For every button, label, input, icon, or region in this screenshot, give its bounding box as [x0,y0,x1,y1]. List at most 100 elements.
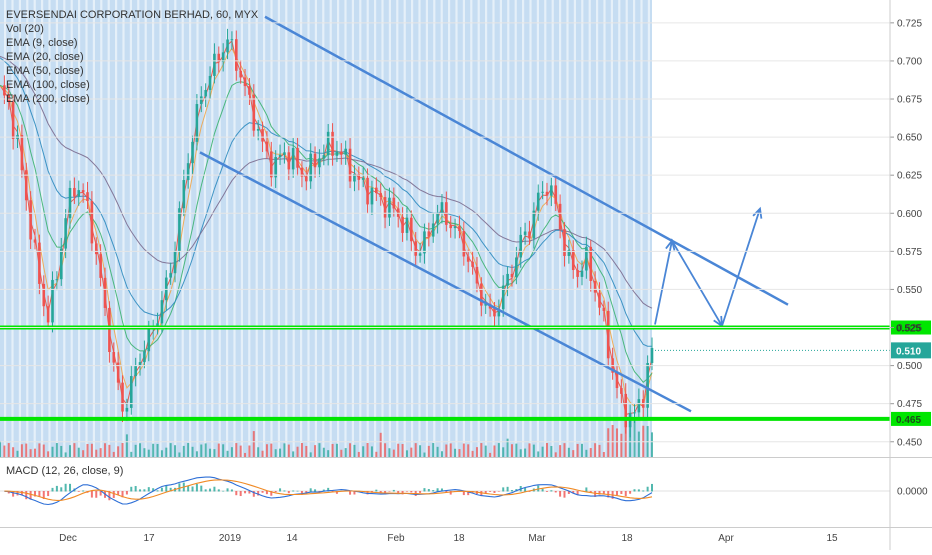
candle-body [331,131,334,156]
candle-body [366,177,369,205]
session-band [603,0,606,457]
y-tick-label: 0.700 [897,56,922,67]
candle [379,183,382,206]
macd-histogram-bar [283,490,286,492]
candle-body [208,75,212,90]
macd-histogram-bar [550,490,553,492]
candle [108,301,111,363]
volume-bar [375,451,378,457]
candle [24,162,28,211]
candle [375,177,378,201]
volume-bar [147,449,150,457]
candle-body [42,283,46,307]
macd-histogram-bar [191,486,194,492]
volume-bar [265,444,268,457]
candle-body [46,306,50,323]
candle-body [637,399,641,413]
candle [208,66,212,99]
candle [230,31,234,50]
candle-body [51,279,54,323]
volume-bar [125,434,128,457]
macd-histogram-bar [427,489,430,492]
volume-bar [287,444,290,457]
session-band [300,0,303,457]
volume-bar [414,443,417,457]
candle [550,177,553,207]
session-band [640,0,643,457]
volume-bar [283,443,286,457]
volume-bar [550,446,553,457]
volume-bar [563,443,566,457]
macd-histogram-bar [12,491,15,497]
x-tick-label: Apr [718,533,734,544]
candle [563,222,566,267]
volume-bar [633,418,636,457]
candle [55,271,59,291]
macd-histogram-bar [235,491,238,496]
macd-histogram-bar [651,483,653,492]
macd-histogram-bar [204,489,207,492]
candle [602,300,606,322]
macd-histogram-bar [64,483,67,492]
volume-bar [445,444,448,457]
macd-histogram-bar [322,489,325,492]
candle [138,353,142,376]
volume-bar [475,447,478,457]
session-band [396,0,399,457]
macd-histogram-bar [139,489,142,492]
volume-bar [554,452,557,457]
candle [90,191,94,252]
support-tag-2 [891,411,931,426]
candle [121,375,124,423]
candle [239,60,242,84]
macd-histogram-bar [7,491,10,494]
volume-bar [55,443,58,457]
volume-bar [576,443,579,457]
candle-body [138,362,142,366]
macd-histogram-bar [121,491,124,498]
session-band [536,0,539,457]
macd-histogram-bar [226,488,229,492]
macd-histogram-bar [440,488,443,492]
volume-bar [7,443,10,457]
volume-bar [90,443,93,457]
macd-histogram-bar [77,491,80,492]
session-band [566,0,569,457]
candle [77,180,81,206]
session-band [152,0,155,457]
candle [589,240,593,292]
volume-bar [16,450,19,457]
ema-200-line [0,55,653,309]
candle-body [541,191,544,193]
candle-body [11,101,15,139]
session-band [122,0,125,457]
volume-bar [279,448,282,457]
macd-histogram-bar [541,488,544,492]
candle-body [493,308,496,317]
volume-bar [537,451,540,457]
candle [523,222,527,245]
macd-histogram-bar [257,491,260,496]
macd-histogram-bar [449,491,452,495]
volume-bar [3,445,6,457]
candle [510,264,514,287]
candle-body [480,283,483,306]
candle-body [501,285,505,310]
macd-histogram-bar [90,491,93,498]
candle-body [226,39,229,53]
session-band [633,0,636,457]
volume-bar [318,443,321,457]
macd-histogram-bar [379,491,382,493]
volume-bar [200,444,203,457]
macd-histogram-bar [42,491,45,500]
candle [283,142,286,164]
candle-body [344,148,347,155]
candle-body [121,382,124,412]
volume-bar [349,443,352,457]
candle-body [287,152,291,170]
y-tick-label: 0.575 [897,247,922,258]
session-band [174,0,177,457]
volume-bar [305,445,308,457]
candle [73,177,76,205]
